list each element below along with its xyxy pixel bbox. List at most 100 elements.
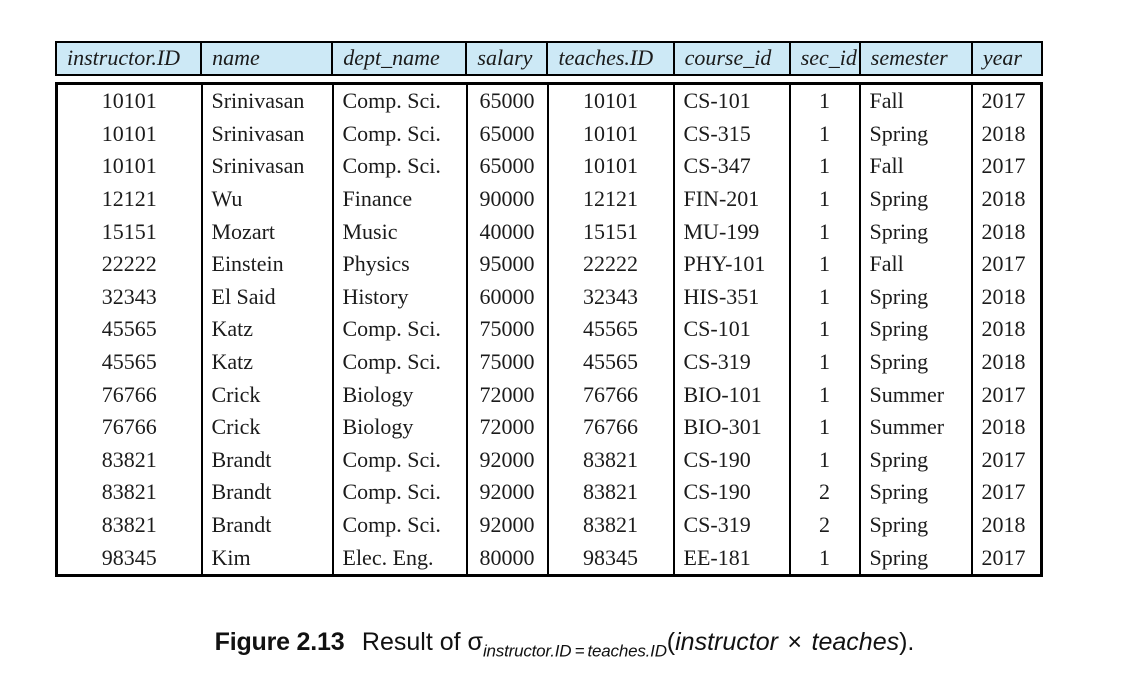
cell-salary: 60000 — [465, 280, 548, 314]
cell-dept-name: Elec. Eng. — [331, 541, 467, 576]
cell-course-id: CS-190 — [672, 476, 790, 509]
cell-semester: Summer — [858, 410, 972, 444]
cell-teaches-id: 83821 — [546, 508, 674, 542]
cell-semester: Fall — [858, 150, 972, 183]
cell-instructor-id: 10101 — [101, 153, 157, 179]
cell-instructor-id: 83821 — [101, 512, 157, 538]
cell-teaches-id: 10101 — [546, 83, 674, 118]
cell-teaches-id: 10101 — [546, 117, 674, 151]
cell-name: Srinivasan — [200, 117, 333, 151]
cell-instructor-id: 83821 — [101, 479, 157, 505]
cell-salary: 95000 — [465, 247, 548, 281]
cell-teaches-id: 22222 — [546, 247, 674, 281]
cell-course-id: CS-319 — [672, 345, 790, 379]
figure-2-13: instructor.ID name dept_name salary teaches.… — [54, 41, 1044, 659]
cell-course-id: HIS-351 — [672, 280, 790, 314]
cell-name: Crick — [200, 410, 333, 444]
cell-dept-name: Comp. Sci. — [331, 508, 467, 542]
cell-course-id: CS-101 — [672, 83, 790, 118]
cell-course-id: CS-101 — [672, 313, 790, 346]
column-header-name: name — [200, 41, 334, 76]
cell-year: 2017 — [970, 247, 1042, 281]
cell-year: 2018 — [970, 313, 1042, 346]
cell-course-id: BIO-101 — [672, 378, 790, 411]
cell-teaches-id: 12121 — [546, 182, 674, 216]
cell-name: El Said — [200, 280, 333, 314]
cell-sec-id: 1 — [788, 313, 860, 346]
column-header-salary: salary — [465, 41, 549, 76]
table-row: 15151 Mozart Music 40000 15151 MU-199 1 Spring 2… — [57, 215, 1042, 248]
cell-instructor-id: 76766 — [101, 381, 157, 407]
cell-year: 2018 — [970, 345, 1042, 379]
cell-semester: Fall — [858, 247, 972, 281]
cell-name: Brandt — [200, 508, 333, 542]
cell-course-id: BIO-301 — [672, 410, 790, 444]
operand-teaches: teaches — [811, 628, 900, 656]
cell-dept-name: Biology — [331, 378, 467, 411]
cell-salary: 72000 — [465, 410, 548, 444]
cell-year: 2018 — [970, 117, 1042, 151]
cell-year: 2017 — [970, 150, 1042, 183]
cell-dept-name: Finance — [331, 182, 467, 216]
cell-name: Einstein — [200, 247, 333, 281]
cell-semester: Spring — [858, 182, 972, 216]
column-header-year: year — [970, 41, 1044, 76]
cell-dept-name: Comp. Sci. — [331, 313, 467, 346]
cell-salary: 72000 — [465, 378, 548, 411]
cell-course-id: CS-190 — [672, 443, 790, 477]
cell-instructor-id: 15151 — [101, 218, 157, 244]
cell-semester: Spring — [858, 117, 972, 151]
cell-salary: 65000 — [465, 150, 548, 183]
cell-instructor-id: 12121 — [101, 186, 157, 212]
column-header-semester: semester — [858, 41, 973, 76]
table-row: 10101 Srinivasan Comp. Sci. 65000 10101 CS-10… — [57, 83, 1042, 118]
table-row: 98345 Kim Elec. Eng. 80000 98345 EE-181 1 Sprin… — [57, 541, 1042, 576]
selection-predicate: instructor.ID = teaches.ID — [482, 641, 667, 661]
cell-instructor-id: 45565 — [101, 349, 157, 375]
column-header-dept-name: dept_name — [331, 41, 468, 76]
cell-instructor-id: 83821 — [101, 446, 157, 472]
cell-salary: 65000 — [465, 117, 548, 151]
cell-teaches-id: 83821 — [546, 443, 674, 477]
cell-dept-name: Physics — [331, 247, 467, 281]
cell-salary: 92000 — [465, 443, 548, 477]
cell-year: 2017 — [970, 476, 1042, 509]
cell-semester: Spring — [858, 508, 972, 542]
cell-dept-name: Comp. Sci. — [331, 150, 467, 183]
cell-name: Katz — [200, 313, 333, 346]
cell-course-id: PHY-101 — [672, 247, 790, 281]
cell-dept-name: Biology — [331, 410, 467, 444]
figure-caption: Figure 2.13 Result of σinstructor.ID = te… — [0, 628, 1129, 661]
column-header-instructor-id: instructor.ID — [54, 41, 203, 76]
cell-sec-id: 2 — [788, 508, 860, 542]
table-row: 10101 Srinivasan Comp. Sci. 65000 10101 CS-34… — [57, 150, 1042, 183]
cell-teaches-id: 15151 — [546, 215, 674, 248]
table-row: 22222 Einstein Physics 95000 22222 PHY-101 1 Fa… — [57, 247, 1042, 281]
caption-prefix: Result of — [361, 628, 468, 656]
cell-sec-id: 1 — [788, 345, 860, 379]
table-row: 83821 Brandt Comp. Sci. 92000 83821 CS-190 1 Sp… — [57, 443, 1042, 477]
cell-instructor-id: 32343 — [101, 283, 157, 309]
cell-course-id: MU-199 — [672, 215, 790, 248]
cell-semester: Spring — [858, 215, 972, 248]
cell-teaches-id: 76766 — [546, 410, 674, 444]
column-header-sec-id: sec_id — [788, 41, 861, 76]
open-paren: ( — [666, 628, 676, 656]
cell-salary: 75000 — [465, 345, 548, 379]
table-row: 83821 Brandt Comp. Sci. 92000 83821 CS-319 2 Sp… — [57, 508, 1042, 542]
cell-salary: 40000 — [465, 215, 548, 248]
cell-teaches-id: 45565 — [546, 313, 674, 346]
cell-salary: 65000 — [465, 83, 548, 118]
cell-year: 2017 — [970, 541, 1042, 576]
cell-dept-name: Music — [331, 215, 467, 248]
cell-name: Srinivasan — [200, 83, 333, 118]
cell-instructor-id: 45565 — [101, 316, 157, 342]
cell-sec-id: 1 — [788, 443, 860, 477]
table-row: 76766 Crick Biology 72000 76766 BIO-101 1 Summe… — [57, 378, 1042, 411]
cell-sec-id: 1 — [788, 117, 860, 151]
cell-semester: Fall — [858, 83, 972, 118]
cell-salary: 80000 — [465, 541, 548, 576]
cell-teaches-id: 76766 — [546, 378, 674, 411]
table-row: 76766 Crick Biology 72000 76766 BIO-301 1 Summe… — [57, 410, 1042, 444]
cell-instructor-id: 10101 — [101, 88, 157, 114]
